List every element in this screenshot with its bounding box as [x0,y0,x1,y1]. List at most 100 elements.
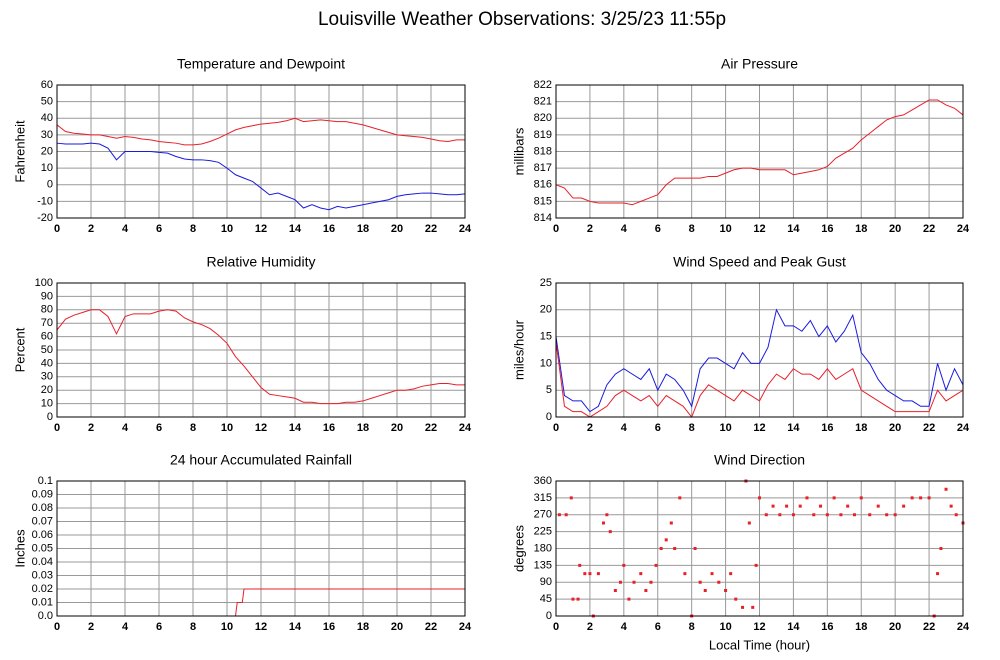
x-tick-label: 12 [753,621,765,633]
data-point [939,547,943,550]
y-tick-label: 20 [41,145,53,157]
data-point [622,563,626,567]
y-tick-label: 180 [534,542,552,554]
data-point [717,580,721,584]
y-tick-label: 70 [41,317,53,329]
chart-title: 24 hour Accumulated Rainfall [170,452,352,468]
data-point [659,547,663,550]
data-point [710,572,714,576]
x-tick-label: 2 [587,621,593,633]
y-tick-label: 10 [41,398,53,410]
x-tick-label: 20 [391,223,403,235]
x-tick-label: 18 [855,422,867,434]
plot-border [56,480,466,617]
data-point [805,496,809,500]
data-point [632,580,636,584]
y-tick-label: 10 [41,162,53,174]
data-point [664,538,668,542]
x-tick-label: 0 [553,422,559,434]
y-tick-label: 15 [540,331,552,343]
data-point [846,504,850,508]
data-point [644,589,648,592]
x-tick-label: 14 [787,422,800,434]
data-point [557,513,561,517]
x-tick-label: 12 [255,422,267,434]
y-tick-label: 80 [41,304,53,316]
x-tick-label: 8 [689,422,695,434]
x-tick-label: 22 [425,621,437,633]
x-tick-label: 20 [889,621,901,633]
y-tick-label: 0.03 [32,569,53,581]
data-point [678,496,682,500]
data-point [649,580,653,584]
x-tick-label: 0 [54,223,60,235]
data-point [654,563,658,567]
x-tick-label: 8 [190,422,196,434]
data-point [734,597,738,601]
data-point [571,597,575,601]
chart-title: Relative Humidity [207,254,316,270]
y-tick-label: 0.06 [32,529,53,541]
y-tick-label: 0.09 [32,488,53,500]
data-point [778,513,782,517]
data-line [56,117,465,146]
x-tick-label: 6 [156,621,162,633]
data-point [618,580,622,584]
x-tick-label: 2 [587,223,593,235]
data-point [868,513,872,517]
x-tick-label: 4 [122,621,129,633]
x-tick-label: 0 [553,223,559,235]
x-tick-label: 0 [54,621,60,633]
data-point [693,547,697,550]
data-line [555,341,964,418]
y-tick-label: 0 [546,610,552,622]
y-tick-label: 45 [540,593,552,605]
y-tick-label: 60 [41,79,53,91]
x-tick-label: 24 [957,223,970,235]
x-tick-label: 16 [821,422,833,434]
x-tick-label: 10 [719,422,731,434]
data-point [771,504,775,508]
y-tick-label: 0 [546,411,552,423]
x-tick-label: 14 [289,223,302,235]
x-tick-label: 24 [459,621,472,633]
plot-border [56,84,466,219]
y-tick-label: 0.02 [32,583,53,595]
x-tick-label: 6 [655,621,661,633]
y-tick-label: 40 [41,357,53,369]
x-tick-label: 20 [889,223,901,235]
y-tick-label: 5 [546,384,552,396]
x-tick-label: 18 [855,223,867,235]
data-point [785,504,789,508]
data-point [927,496,931,500]
x-tick-label: 14 [787,621,800,633]
data-point [627,597,631,601]
x-tick-label: 2 [88,223,94,235]
y-tick-label: 0.04 [32,556,53,568]
data-point [729,572,733,576]
data-point [601,521,605,525]
data-point [902,504,906,508]
data-point [639,572,643,576]
data-point [852,513,856,517]
x-tick-label: 10 [719,621,731,633]
y-tick-label: 40 [41,112,53,124]
data-point [839,513,843,517]
x-tick-label: 6 [655,422,661,434]
chart-title: Wind Speed and Peak Gust [673,254,846,270]
x-tick-label: 22 [923,223,935,235]
plot-border [555,282,964,418]
y-tick-label: 270 [534,509,552,521]
y-tick-label: 90 [41,290,53,302]
x-tick-label: 6 [156,422,162,434]
x-tick-label: 10 [221,223,233,235]
x-tick-label: 16 [821,621,833,633]
data-point [751,605,755,609]
x-tick-label: 20 [391,621,403,633]
data-point [613,589,617,592]
y-tick-label: 25 [540,277,552,289]
data-point [812,513,816,517]
y-tick-label: 315 [534,492,552,504]
chart-panel: Temperature and Dewpoint Fahrenheit -20 -10… [12,56,472,235]
y-tick-label: 50 [41,344,53,356]
